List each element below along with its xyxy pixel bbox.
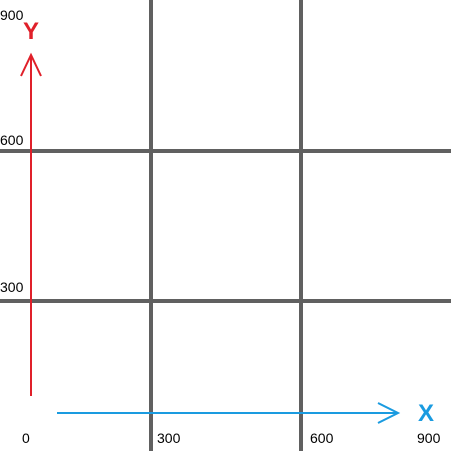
y-tick-label: 600 — [0, 132, 24, 148]
y-arrow — [20, 52, 42, 396]
x-arrow-head — [377, 402, 401, 424]
x-tick-label: 900 — [417, 430, 441, 446]
y-tick-label: 300 — [0, 279, 24, 295]
x-tick-label: 0 — [22, 430, 30, 446]
x-axis-label: X — [418, 400, 434, 427]
x-arrow — [57, 402, 401, 424]
y-tick-label: 900 — [0, 7, 24, 23]
y-arrow-head — [20, 52, 42, 77]
y-axis-label: Y — [23, 18, 39, 45]
x-tick-label: 600 — [310, 430, 334, 446]
x-tick-label: 300 — [157, 430, 181, 446]
